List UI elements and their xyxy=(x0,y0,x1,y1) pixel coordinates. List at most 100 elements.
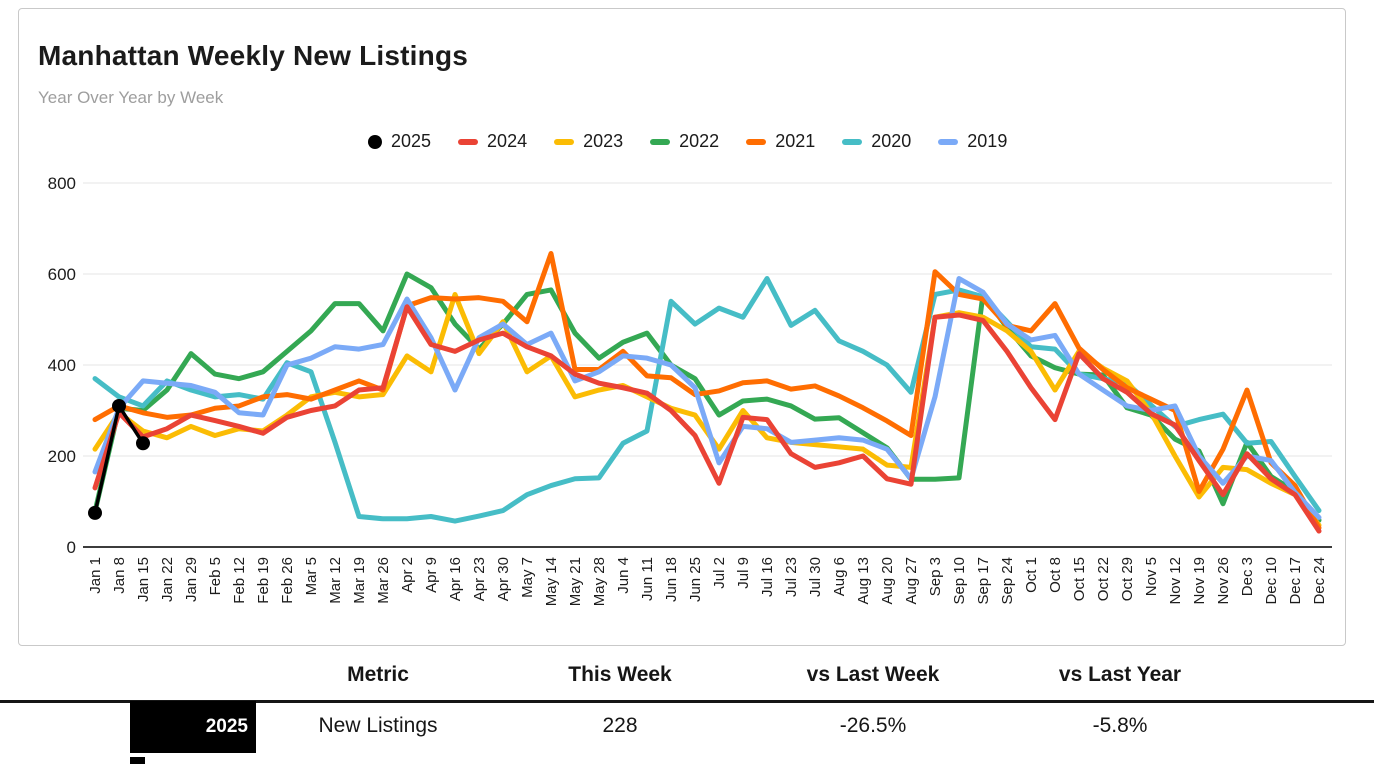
series-point-2025-2[interactable] xyxy=(136,436,150,451)
x-axis-label-nov-19: Nov 19 xyxy=(1191,557,1208,605)
series-point-2025-0[interactable] xyxy=(88,505,102,520)
y-axis-label-400: 400 xyxy=(48,356,76,375)
legend-marker-2021 xyxy=(746,138,767,145)
x-axis-label-mar-26: Mar 26 xyxy=(375,557,392,604)
legend-label-2020: 2020 xyxy=(871,131,912,151)
x-axis-label-aug-13: Aug 13 xyxy=(855,557,872,605)
legend-item-2022[interactable]: 2022 xyxy=(650,131,719,152)
x-axis-label-oct-8: Oct 8 xyxy=(1047,557,1064,593)
x-axis-label-feb-5: Feb 5 xyxy=(207,557,224,595)
y-axis-label-800: 800 xyxy=(48,174,76,193)
x-axis-label-may-28: May 28 xyxy=(591,557,608,606)
legend-item-2020[interactable]: 2020 xyxy=(842,131,911,152)
x-axis-label-apr-16: Apr 16 xyxy=(447,557,464,601)
x-axis-label-apr-9: Apr 9 xyxy=(423,557,440,593)
x-axis-label-jan-15: Jan 15 xyxy=(135,557,152,602)
series-line-2024[interactable] xyxy=(92,304,1322,534)
x-axis-label-sep-24: Sep 24 xyxy=(999,557,1016,605)
x-axis-label-mar-5: Mar 5 xyxy=(303,557,320,595)
x-axis-label-apr-30: Apr 30 xyxy=(495,557,512,601)
legend-label-2023: 2023 xyxy=(583,131,624,151)
x-axis-label-sep-17: Sep 17 xyxy=(975,557,992,605)
table-header-vs-last-year: vs Last Year xyxy=(1058,663,1182,686)
x-axis-label-nov-12: Nov 12 xyxy=(1167,557,1184,605)
x-axis-label-aug-27: Aug 27 xyxy=(903,557,920,605)
table-header-divider xyxy=(0,700,1374,703)
line-chart: 0 200 400 600 800 Jan 1 Jan 8 Jan 15 Jan 22 Jan 2… xyxy=(48,174,1332,606)
row-vs-last-week-value: -26.5% xyxy=(839,714,907,737)
legend-item-2024[interactable]: 2024 xyxy=(458,131,527,152)
legend-label-2021: 2021 xyxy=(775,131,816,151)
legend-item-2021[interactable]: 2021 xyxy=(746,131,815,152)
legend-marker-2025 xyxy=(368,134,382,149)
x-axis-label-oct-1: Oct 1 xyxy=(1023,557,1040,593)
legend-item-2019[interactable]: 2019 xyxy=(938,131,1007,152)
legend-marker-2024 xyxy=(458,138,479,145)
x-axis-label-dec-10: Dec 10 xyxy=(1263,557,1280,605)
x-axis-label-sep-10: Sep 10 xyxy=(951,557,968,605)
x-axis-label-may-7: May 7 xyxy=(519,557,536,598)
legend-item-2025[interactable]: 2025 xyxy=(368,131,431,152)
x-axis-label-may-21: May 21 xyxy=(567,557,584,606)
x-axis-label-oct-15: Oct 15 xyxy=(1071,557,1088,601)
x-axis-label-jan-22: Jan 22 xyxy=(159,557,176,602)
page-title: Manhattan Weekly New Listings xyxy=(38,40,469,71)
x-axis-label-dec-3: Dec 3 xyxy=(1239,557,1256,596)
x-axis-label-oct-22: Oct 22 xyxy=(1095,557,1112,601)
x-axis-label-oct-29: Oct 29 xyxy=(1119,557,1136,601)
series-line-2021[interactable] xyxy=(92,251,1322,531)
x-axis-label-jul-30: Jul 30 xyxy=(807,557,824,597)
legend-label-2025: 2025 xyxy=(391,131,432,151)
x-axis-label-jan-1: Jan 1 xyxy=(87,557,104,594)
legend-marker-2022 xyxy=(650,138,671,145)
x-axis-label-jul-16: Jul 16 xyxy=(759,557,776,597)
x-axis-label-jul-23: Jul 23 xyxy=(783,557,800,597)
next-row-year-badge-partial xyxy=(130,757,145,764)
y-axis-label-600: 600 xyxy=(48,265,76,284)
legend-label-2024: 2024 xyxy=(487,131,528,151)
x-axis-label-dec-17: Dec 17 xyxy=(1287,557,1304,605)
legend-marker-2023 xyxy=(554,138,575,145)
table-header-this-week: This Week xyxy=(568,663,672,686)
x-axis-label-jul-9: Jul 9 xyxy=(735,557,752,589)
legend-marker-2020 xyxy=(842,138,863,145)
x-axis-label-jul-2: Jul 2 xyxy=(711,557,728,589)
x-axis-label-apr-2: Apr 2 xyxy=(399,557,416,593)
x-axis-label-jun-11: Jun 11 xyxy=(639,557,656,601)
y-axis-label-0: 0 xyxy=(67,538,76,557)
legend-label-2022: 2022 xyxy=(679,131,720,151)
x-axis-label-dec-24: Dec 24 xyxy=(1311,557,1328,605)
chart-legend: 2025 2024 2023 2022 2021 2020 2019 xyxy=(368,131,1007,152)
x-axis-label-feb-26: Feb 26 xyxy=(279,557,296,604)
chart-card xyxy=(18,8,1346,646)
x-axis-label-mar-19: Mar 19 xyxy=(351,557,368,604)
x-axis-label-feb-19: Feb 19 xyxy=(255,557,272,604)
x-axis-label-nov-26: Nov 26 xyxy=(1215,557,1232,605)
row-vs-last-year-value: -5.8% xyxy=(1092,714,1148,737)
series-point-2025-1[interactable] xyxy=(112,398,126,413)
x-axis-label-aug-20: Aug 20 xyxy=(879,557,896,605)
row-year-badge: 2025 xyxy=(130,701,256,753)
legend-item-2023[interactable]: 2023 xyxy=(554,131,623,152)
series-line-2022[interactable] xyxy=(92,271,1322,523)
legend-label-2019: 2019 xyxy=(967,131,1008,151)
x-axis-label-jan-8: Jan 8 xyxy=(111,557,128,594)
row-metric-value: New Listings xyxy=(318,714,438,737)
table-header-vs-last-week: vs Last Week xyxy=(806,663,940,686)
legend-marker-2019 xyxy=(938,138,959,145)
x-axis-label-jan-29: Jan 29 xyxy=(183,557,200,602)
x-axis-label-sep-3: Sep 3 xyxy=(927,557,944,596)
x-axis-label-jun-4: Jun 4 xyxy=(615,557,632,594)
x-axis-label-apr-23: Apr 23 xyxy=(471,557,488,601)
x-axis-label-may-14: May 14 xyxy=(543,557,560,606)
series-line-2019[interactable] xyxy=(92,276,1322,520)
x-axis-label-mar-12: Mar 12 xyxy=(327,557,344,604)
x-axis-label-aug-6: Aug 6 xyxy=(831,557,848,596)
x-axis-label-jun-25: Jun 25 xyxy=(687,557,704,602)
x-axis-label-nov-5: Nov 5 xyxy=(1143,557,1160,596)
x-axis-label-feb-12: Feb 12 xyxy=(231,557,248,604)
table-header-metric: Metric xyxy=(347,663,409,686)
x-axis-label-jun-18: Jun 18 xyxy=(663,557,680,602)
y-axis-label-200: 200 xyxy=(48,447,76,466)
row-this-week-value: 228 xyxy=(602,714,638,737)
